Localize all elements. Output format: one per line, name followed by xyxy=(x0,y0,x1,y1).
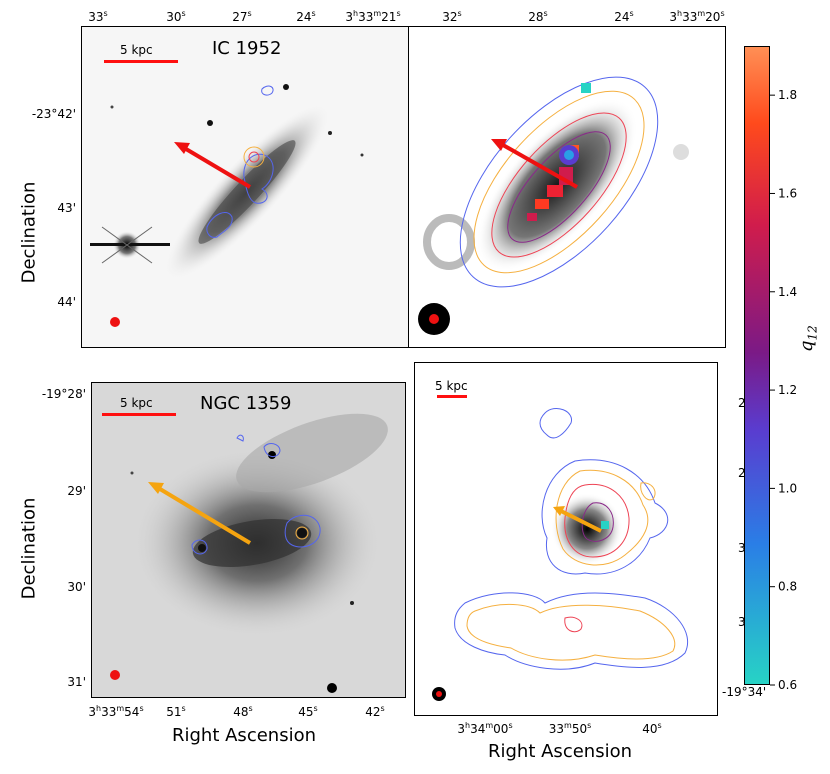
x-axis-label-right: Right Ascension xyxy=(488,741,632,762)
ra-tick: 24s xyxy=(614,9,634,24)
colorbar xyxy=(744,46,770,685)
scale-bar-label: 5 kpc xyxy=(120,43,153,57)
colorbar-tick-label: 1.8 xyxy=(778,88,797,102)
y-axis-label-bottom: Declination xyxy=(18,497,40,600)
scale-bar xyxy=(102,413,176,416)
beam-marker xyxy=(110,670,120,680)
colorbar-tick-label: 0.6 xyxy=(778,678,797,692)
dec-tick: -23°42' xyxy=(31,107,76,121)
ra-tick: 42s xyxy=(365,704,385,719)
dec-tick: 44' xyxy=(57,295,76,309)
red-contour xyxy=(564,483,630,558)
ra-tick: 27s xyxy=(232,9,252,24)
ra-tick: 3h33m21s xyxy=(345,9,401,24)
colorbar-label: q12 xyxy=(796,325,820,352)
ngc1359-optical-image xyxy=(110,413,388,693)
x-axis-label-left: Right Ascension xyxy=(172,725,316,746)
ra-tick: 3h34m00s xyxy=(457,721,513,736)
ic1952-q12-map xyxy=(418,76,689,335)
ic1952-arrow-q12 xyxy=(502,143,578,189)
beam-marker xyxy=(110,317,120,327)
blue-contour xyxy=(539,408,572,439)
scale-bar-label: 5 kpc xyxy=(120,396,153,410)
purple-contour xyxy=(507,131,611,243)
ra-tick: 45s xyxy=(298,704,318,719)
panel-ngc1359-q12: 5 kpc xyxy=(414,362,718,716)
ngc1359-q12-map xyxy=(432,408,689,701)
scale-bar xyxy=(437,395,467,398)
ic1952-optical-image xyxy=(90,84,364,327)
colorbar-tick-label: 1.2 xyxy=(778,383,797,397)
ra-tick: 28s xyxy=(528,9,548,24)
colorbar-tick-label: 0.8 xyxy=(778,580,797,594)
ra-tick: 51s xyxy=(166,704,186,719)
galaxy-name-ic1952: IC 1952 xyxy=(212,38,282,59)
ra-tick: 32s xyxy=(442,9,462,24)
colorbar-ticks: 1.8 1.6 1.4 1.2 1.0 0.8 0.6 xyxy=(770,88,797,692)
ra-tick: 33m50s xyxy=(548,721,592,736)
ic1952-arrow xyxy=(184,147,252,189)
scale-bar xyxy=(104,60,178,63)
dec-tick: 31' xyxy=(67,675,86,689)
colorbar-tick-label: 1.6 xyxy=(778,186,797,200)
y-axis-label-top: Declination xyxy=(18,181,40,284)
ngc1359-arrow-q12 xyxy=(560,509,602,533)
panel-ngc1359-optical: 5 kpc NGC 1359 xyxy=(91,382,406,698)
blue-contour xyxy=(263,443,281,457)
scale-bar-label: 5 kpc xyxy=(435,379,468,393)
blue-contour xyxy=(459,76,659,288)
ra-tick: 33s xyxy=(88,9,108,24)
dec-tick: 43' xyxy=(57,201,76,215)
colorbar-tick-label: 1.4 xyxy=(778,285,797,299)
dec-tick: -19°34' xyxy=(722,685,767,699)
dec-tick: 29' xyxy=(67,484,86,498)
orange-contour xyxy=(473,90,645,274)
dec-tick: 30' xyxy=(67,580,86,594)
panel-ic1952-q12 xyxy=(408,26,726,348)
galaxy-name-ngc1359: NGC 1359 xyxy=(200,393,292,414)
ngc1359-arrow xyxy=(158,487,252,545)
dec-tick: -19°28' xyxy=(41,387,86,401)
ra-tick: 24s xyxy=(296,9,316,24)
ra-tick: 40s xyxy=(642,721,662,736)
colorbar-label-text: q12 xyxy=(796,325,820,352)
panel-ic1952-optical: 5 kpc IC 1952 xyxy=(81,26,409,348)
ra-tick: 3h33m20s xyxy=(669,9,725,24)
orange-contour xyxy=(555,469,649,566)
colorbar-tick-label: 1.0 xyxy=(778,481,797,495)
ra-tick: 30s xyxy=(166,9,186,24)
ra-tick: 3h33m54s xyxy=(88,704,144,719)
ra-tick: 48s xyxy=(233,704,253,719)
